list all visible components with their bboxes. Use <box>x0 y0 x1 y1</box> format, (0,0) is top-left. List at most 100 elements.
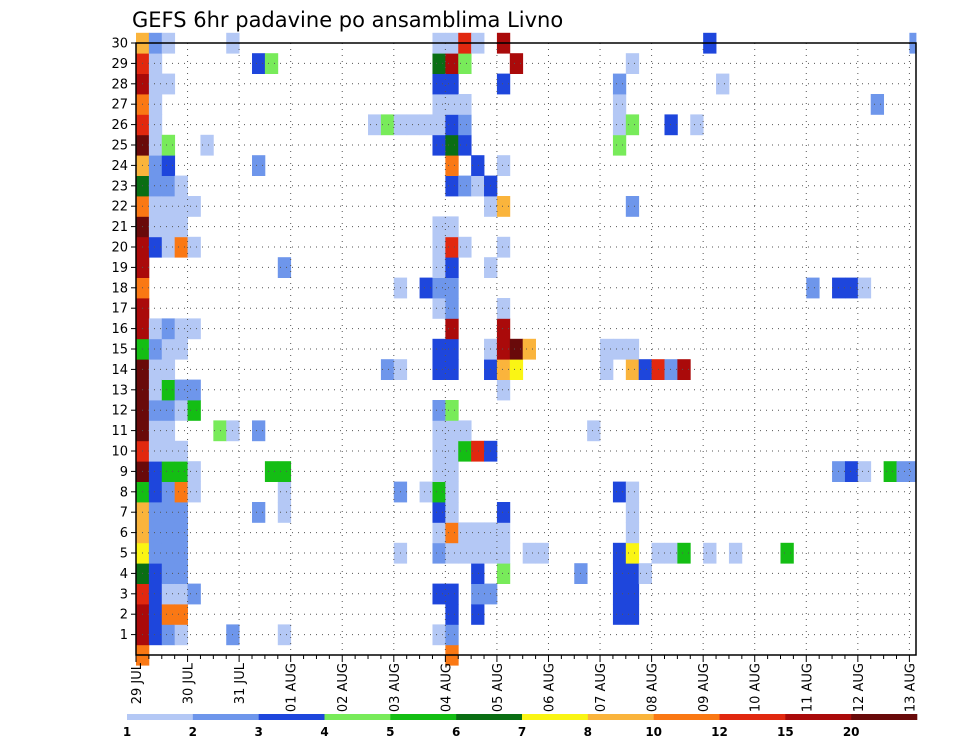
x-tick-label: 06 AUG <box>542 663 557 712</box>
precip-cell <box>161 481 176 503</box>
precip-cell <box>445 522 459 544</box>
y-tick-label: 11 <box>111 424 128 439</box>
precip-cell <box>187 481 201 503</box>
colorbar-label: 10 <box>645 725 662 739</box>
precip-cell <box>187 318 201 340</box>
x-tick-label: 31 JUL <box>233 662 248 704</box>
precip-cell <box>445 502 459 523</box>
precip-cell <box>471 155 485 176</box>
precip-cell <box>252 53 266 74</box>
precip-cell <box>625 583 640 605</box>
precip-cell <box>716 73 730 95</box>
precip-cell <box>277 257 292 278</box>
precip-cell <box>161 379 176 401</box>
precip-cell <box>612 563 627 584</box>
y-tick-label: 4 <box>120 567 128 582</box>
precip-cell <box>703 542 717 564</box>
precip-cell <box>612 73 627 95</box>
precip-cell <box>432 400 446 421</box>
y-tick-label: 13 <box>111 383 128 398</box>
precip-cell <box>419 114 433 136</box>
colorbar-label: 4 <box>320 725 328 739</box>
precip-cell <box>252 155 266 176</box>
precip-cell <box>535 542 549 564</box>
precip-cell <box>638 563 652 584</box>
precip-cell <box>458 542 472 564</box>
precip-cell <box>612 134 627 156</box>
precip-cell <box>445 604 459 625</box>
precip-cell <box>148 114 163 136</box>
precip-cell <box>264 53 279 74</box>
precip-cell <box>161 440 176 462</box>
precip-cell <box>445 53 459 74</box>
precip-cell <box>625 604 640 625</box>
x-tick-label: 12 AUG <box>852 663 867 712</box>
precip-cell <box>432 420 446 442</box>
precip-cell <box>458 175 472 197</box>
precip-cell <box>496 379 511 401</box>
colorbar-swatch <box>719 714 786 720</box>
precip-cell <box>471 583 485 605</box>
precip-cell <box>161 583 176 605</box>
precip-cell <box>174 563 188 584</box>
precip-cell <box>174 604 188 625</box>
precip-cell <box>844 461 859 482</box>
precip-cell <box>432 53 446 74</box>
x-tick-label: 29 JUL <box>130 662 145 704</box>
precip-cell <box>174 338 188 360</box>
precip-cell <box>625 502 640 523</box>
precip-cell <box>445 298 459 319</box>
precip-cell <box>612 338 627 360</box>
precip-cell <box>496 338 511 360</box>
precip-cell <box>445 318 459 340</box>
precip-cell <box>174 196 188 217</box>
colorbar-label: 1 <box>123 725 131 739</box>
precip-cell <box>148 134 163 156</box>
precip-cell <box>471 522 485 544</box>
y-tick-label: 12 <box>111 404 128 419</box>
precip-cell <box>380 114 395 136</box>
precip-cell <box>148 502 163 523</box>
precip-cell <box>496 196 511 217</box>
precip-cell <box>174 400 188 421</box>
precip-cell <box>432 134 446 156</box>
precip-cell <box>496 318 511 340</box>
precip-cell <box>844 277 859 299</box>
precip-cell <box>458 420 472 442</box>
y-tick-label: 27 <box>111 98 128 113</box>
precip-cell <box>471 542 485 564</box>
precip-cell <box>625 481 640 503</box>
precip-cell <box>432 338 446 360</box>
precip-cell <box>148 522 163 544</box>
precip-cell <box>148 318 163 340</box>
precip-cell <box>445 114 459 136</box>
y-tick-label: 17 <box>111 302 128 317</box>
precip-cell <box>406 114 420 136</box>
precip-cell <box>445 257 459 278</box>
colorbar-label: 12 <box>711 725 728 739</box>
precip-cell <box>496 236 511 258</box>
precip-cell <box>612 94 627 115</box>
precip-cell <box>161 318 176 340</box>
precip-cell <box>277 461 292 482</box>
precip-cell <box>161 563 176 584</box>
precip-cell <box>432 277 446 299</box>
precip-cell <box>432 522 446 544</box>
precip-cell <box>857 461 872 482</box>
precip-cell <box>148 94 163 115</box>
colorbar-label: 6 <box>452 725 460 739</box>
y-tick-label: 28 <box>111 77 128 92</box>
x-tick-label: 05 AUG <box>491 663 506 712</box>
precip-cell <box>148 73 163 95</box>
precip-cell <box>458 236 472 258</box>
precip-cell <box>625 542 640 564</box>
precip-cell <box>496 298 511 319</box>
precip-cell <box>380 359 395 380</box>
precip-cell <box>161 400 176 421</box>
precip-cell <box>161 338 176 360</box>
precip-cell <box>471 440 485 462</box>
precip-cell <box>148 53 163 74</box>
precip-cell <box>148 216 163 238</box>
precip-cell <box>496 73 511 95</box>
precip-cell <box>509 359 524 380</box>
